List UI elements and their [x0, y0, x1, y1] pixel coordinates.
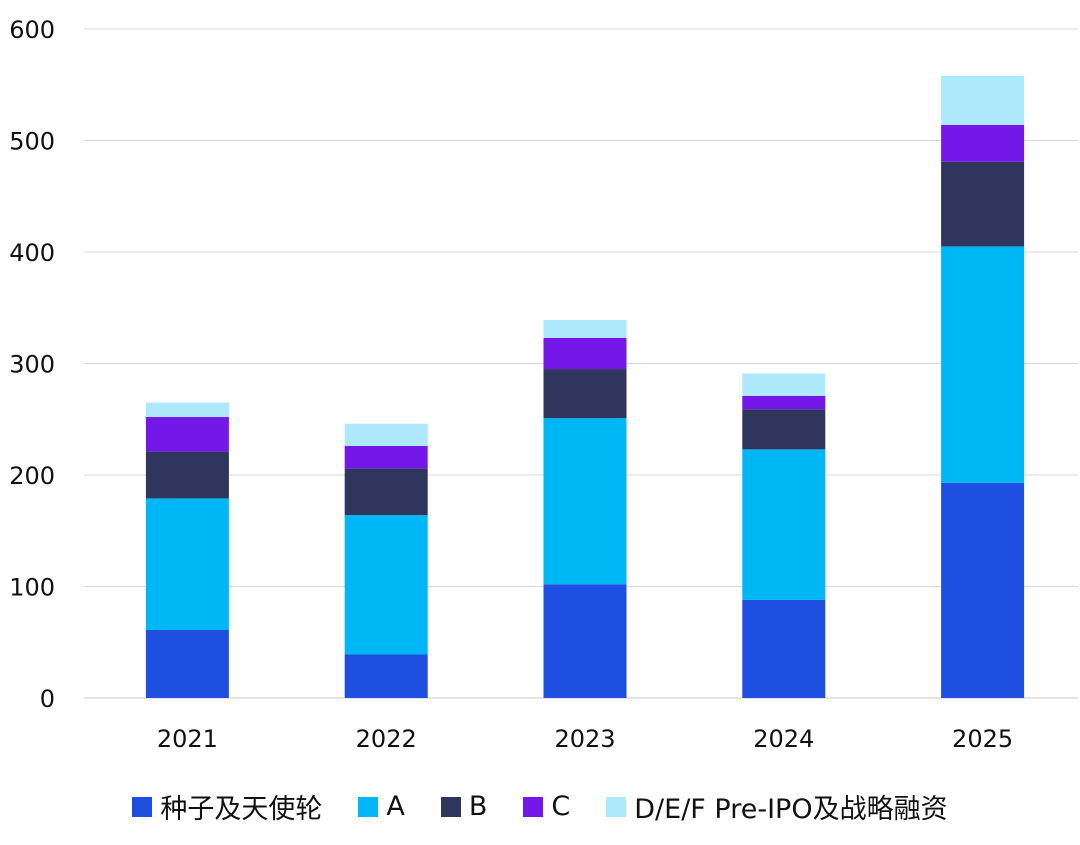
bar-segment [543, 418, 627, 585]
x-tick-label: 2022 [356, 725, 417, 753]
y-tick-label: 100 [9, 574, 55, 602]
bar-segment [543, 584, 627, 698]
bar-segment [543, 337, 627, 370]
y-tick-label: 500 [9, 128, 55, 156]
bar-segment [742, 373, 826, 396]
legend-label: D/E/F Pre-IPO及战略融资 [634, 794, 948, 825]
bar-segment [941, 161, 1025, 247]
legend-item: D/E/F Pre-IPO及战略融资 [606, 787, 948, 826]
legend-label: A [386, 791, 405, 822]
bar-segment [941, 124, 1025, 162]
legend-item: B [440, 791, 488, 822]
bar-segment [742, 409, 826, 450]
x-tick-label: 2025 [952, 725, 1013, 753]
y-tick-label: 0 [40, 685, 55, 713]
x-tick-label: 2021 [157, 725, 218, 753]
legend-label: 种子及天使轮 [160, 794, 323, 825]
legend-label: C [551, 791, 571, 822]
stacked-bar-chart: 0 100 200 300 400 500 600 2021 2022 2023 2024 2025 [9, 16, 1078, 753]
bar-segment [344, 654, 428, 698]
bar-segment [145, 451, 229, 499]
y-tick-label: 200 [9, 462, 55, 490]
bar-segment [344, 446, 428, 469]
bar-segment [145, 402, 229, 418]
legend-item: A [358, 791, 405, 822]
y-tick-label: 600 [9, 16, 55, 44]
bar-segment [145, 498, 229, 630]
x-tick-label: 2024 [753, 725, 814, 753]
bar-segment [941, 246, 1025, 483]
legend-label: B [468, 791, 488, 822]
bar-segment [344, 423, 428, 447]
legend-swatch [440, 796, 461, 817]
y-tick-label: 300 [9, 351, 55, 379]
bar-segment [145, 417, 229, 452]
bar-segment [543, 320, 627, 338]
legend: 种子及天使轮 A B C D/E/F Pre-IPO及战略融资 [0, 787, 1080, 826]
bar-segment [742, 449, 826, 600]
legend-item: 种子及天使轮 [132, 787, 322, 826]
y-tick-label: 400 [9, 239, 55, 267]
legend-swatch [606, 796, 627, 817]
bar-segment [145, 629, 229, 698]
bar-segment [344, 515, 428, 655]
legend-swatch [132, 796, 153, 817]
legend-swatch [523, 796, 544, 817]
bar-segment [543, 369, 627, 419]
bar-segment [344, 468, 428, 516]
bar-segment [941, 75, 1025, 125]
legend-item: C [523, 791, 570, 822]
bar-segment [742, 599, 826, 698]
bar-segment [742, 395, 826, 410]
bar-segment [941, 482, 1025, 698]
x-tick-label: 2023 [554, 725, 615, 753]
legend-swatch [358, 796, 379, 817]
